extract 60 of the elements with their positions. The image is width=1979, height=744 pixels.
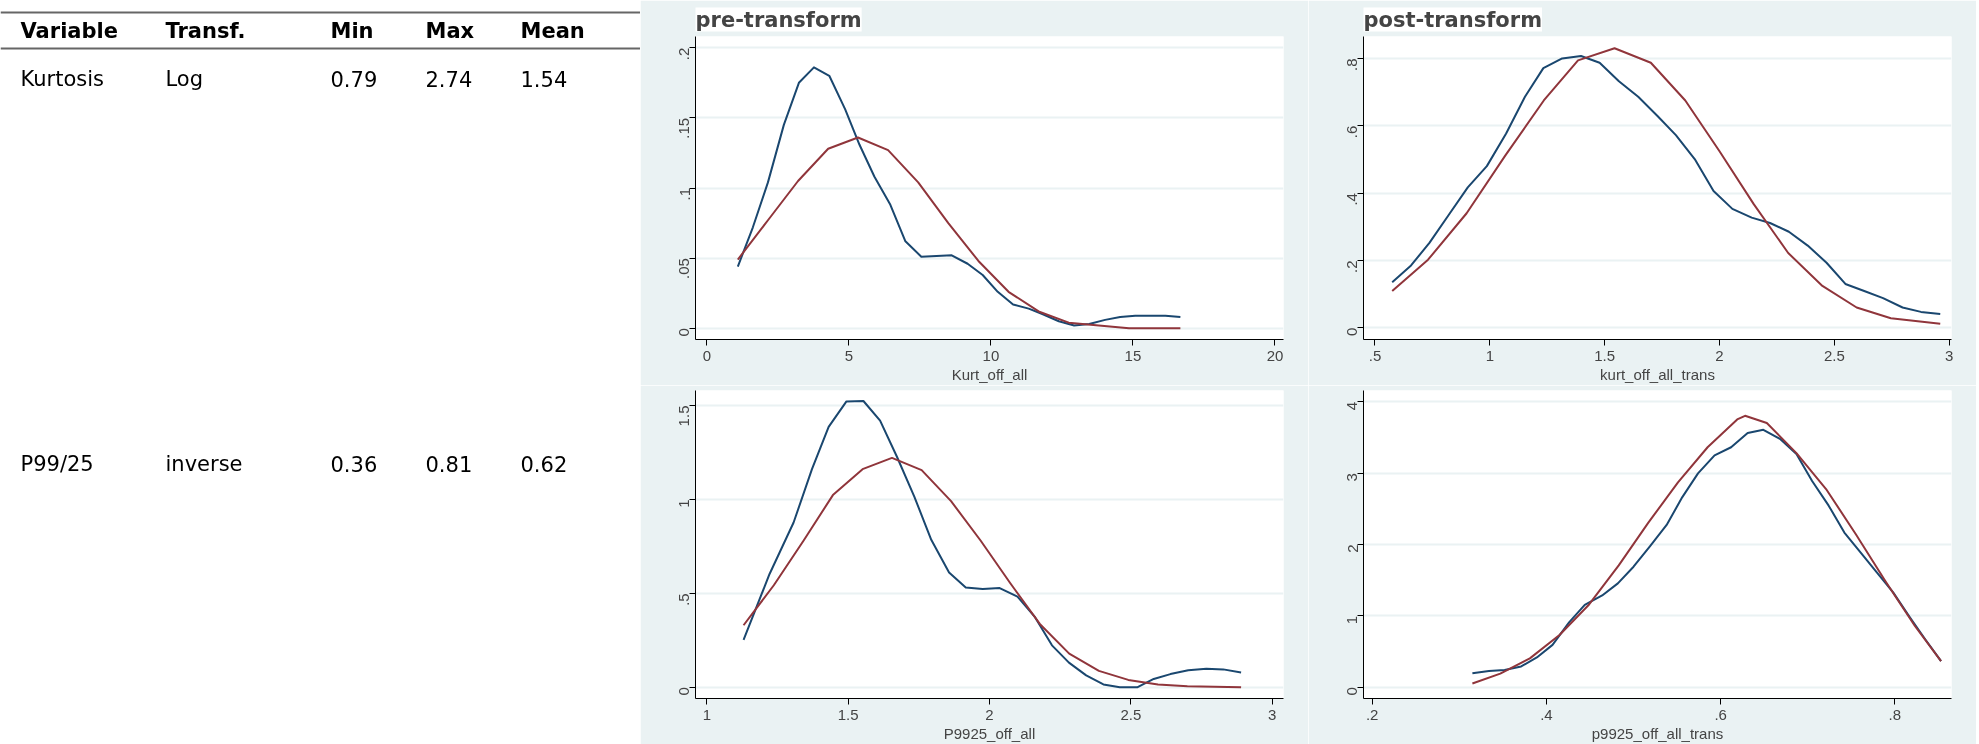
text: Mean [520,18,585,43]
y-tick-label: 1 [1343,615,1361,625]
x-axis-title: P9925_off_all [943,724,1036,742]
y-tick-label: 0 [675,687,693,696]
x-tick-label: 15 [1124,346,1142,364]
x-tick-label: 1 [702,705,711,723]
x-tick-label: 1.5 [1594,346,1616,364]
x-tick-label: .4 [1540,705,1553,723]
x-tick-label: 10 [982,346,1000,364]
text: 0.79 [330,67,378,92]
x-tick-label: 5 [844,346,854,364]
text: Log [165,66,204,91]
y-tick-label: .5 [675,593,693,606]
x-tick-label: 2 [1715,346,1724,364]
y-tick-label: 0 [1343,687,1361,696]
chart-title: post-transform [1363,7,1543,32]
text: 0.81 [425,452,473,477]
y-tick-label: .4 [1343,193,1361,206]
y-tick-label: 2 [1343,544,1361,553]
y-tick-label: 3 [1343,473,1361,482]
y-tick-label: .8 [1343,58,1361,71]
x-tick-label: 2.5 [1823,346,1845,364]
x-tick-label: .5 [1368,346,1382,364]
x-tick-label: .8 [1888,705,1902,723]
x-tick-label: 3 [1268,705,1277,723]
x-axis-title: kurt_off_all_trans [1600,365,1715,383]
y-tick-label: .15 [675,117,693,139]
x-tick-label: 1.5 [837,705,859,723]
x-tick-label: .6 [1714,705,1727,723]
x-tick-label: 2.5 [1120,705,1142,723]
y-tick-label: 4 [1343,401,1361,411]
y-tick-label: 1.5 [675,405,693,427]
y-tick-label: .2 [1343,260,1361,273]
y-tick-label: .2 [675,47,693,61]
x-axis-title: p9925_off_all_trans [1591,724,1724,742]
y-tick-label: .1 [675,187,693,201]
y-tick-label: .05 [675,258,693,279]
text: Variable [20,18,118,43]
y-tick-label: 0 [1343,327,1361,337]
text: Min [330,18,374,43]
text: P99/25 [20,451,94,476]
text: Kurtosis [20,66,104,91]
x-axis-title: Kurt_off_all [951,365,1028,383]
x-tick-label: 2 [985,705,994,723]
y-tick-label: 0 [675,328,693,337]
text: 2.74 [425,67,473,92]
text: 0.36 [330,452,378,477]
x-tick-label: 1 [1485,346,1494,364]
text: inverse [165,451,243,476]
x-tick-label: 3 [1945,346,1954,364]
x-tick-label: .2 [1365,705,1379,723]
text: Max [425,18,475,43]
text: 0.62 [520,452,568,477]
chart-title: pre-transform [695,7,862,32]
y-tick-label: 1 [675,499,693,508]
y-tick-label: .6 [1343,125,1361,139]
x-tick-label: 20 [1266,346,1284,364]
text: Transf. [165,18,246,43]
x-tick-label: 0 [702,346,712,364]
text: 1.54 [520,67,568,92]
